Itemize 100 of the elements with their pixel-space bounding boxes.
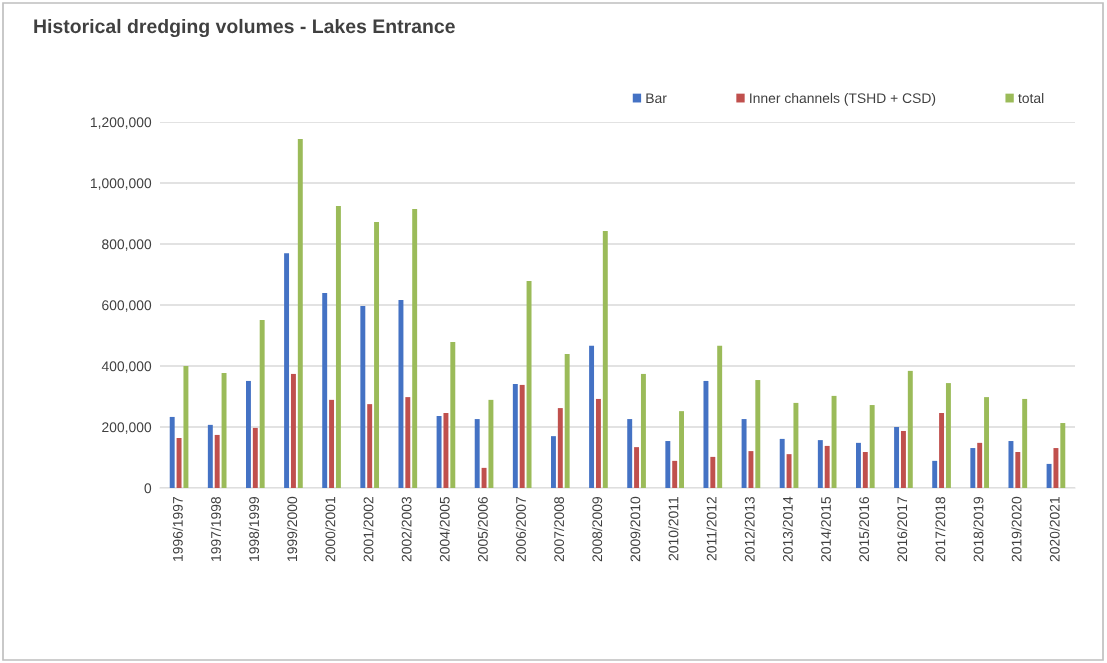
bar — [412, 208, 418, 488]
bar — [831, 395, 837, 488]
x-tick-label: 1996/1997 — [172, 497, 183, 561]
bar — [862, 452, 868, 488]
bar — [374, 222, 380, 488]
bar — [748, 451, 754, 488]
bar — [640, 373, 646, 488]
bar — [1008, 441, 1014, 488]
bar — [869, 405, 875, 488]
x-tick-label: 2015/2016 — [858, 496, 870, 562]
x-tick-label: 2012/2013 — [744, 496, 755, 562]
x-tick-label: 2004/2005 — [439, 496, 450, 562]
bar — [284, 253, 290, 488]
bar — [488, 399, 494, 488]
y-tick-label: 1,200,000 — [90, 117, 152, 129]
bar — [450, 341, 456, 488]
x-tick-label: 2002/2003 — [401, 496, 412, 562]
bar — [589, 345, 595, 488]
bar — [970, 448, 976, 488]
x-tick-label: 1998/1999 — [248, 496, 260, 561]
bar — [634, 447, 640, 488]
bar — [855, 442, 861, 488]
y-tick-label: 800,000 — [102, 239, 152, 251]
x-tick-label: 2001/2002 — [363, 497, 374, 562]
bar — [1015, 452, 1021, 488]
bar — [1022, 398, 1028, 488]
bar — [741, 419, 747, 488]
bar — [824, 445, 830, 488]
bar — [710, 456, 716, 488]
legend-label: Inner channels (TSHD + CSD) — [750, 92, 936, 106]
bar — [786, 454, 792, 488]
bar — [360, 305, 366, 488]
x-tick-label: 2007/2008 — [553, 496, 565, 562]
bar — [550, 436, 556, 488]
bar — [939, 412, 945, 488]
bar — [297, 139, 303, 488]
x-tick-label: 2006/2007 — [515, 497, 526, 562]
bar — [900, 430, 906, 488]
x-tick-label: 2005/2006 — [477, 496, 488, 562]
bar — [443, 412, 449, 488]
bar — [672, 460, 678, 488]
bar — [984, 397, 990, 488]
x-tick-label: 2018/2019 — [973, 496, 984, 562]
bar — [207, 424, 213, 488]
bar — [474, 419, 480, 488]
x-tick-label: 2017/2018 — [935, 496, 946, 562]
x-tick-label: 2011/2012 — [706, 497, 717, 561]
bar — [977, 442, 983, 488]
bar — [398, 300, 404, 488]
x-tick-label: 2008/2009 — [591, 496, 603, 562]
bar — [679, 411, 685, 488]
bar — [894, 427, 900, 488]
bar — [907, 370, 913, 488]
bar — [290, 373, 296, 488]
bar — [512, 384, 518, 488]
bar — [817, 440, 823, 488]
bar — [755, 380, 761, 488]
y-tick-label: 1,000,000 — [90, 178, 152, 190]
x-tick-label: 2010/2011 — [668, 497, 679, 561]
chart-title: Historical dredging volumes - Lakes Entrance — [34, 18, 455, 38]
bar — [602, 230, 608, 488]
x-tick-label: 2019/2020 — [1011, 496, 1022, 562]
legend-label: total — [1018, 92, 1044, 104]
bar — [665, 441, 671, 488]
y-tick-label: 0 — [144, 483, 152, 494]
bar — [932, 460, 938, 488]
x-tick-label: 1999/2000 — [286, 496, 298, 561]
x-tick-label: 2013/2014 — [782, 496, 793, 562]
bar — [793, 402, 799, 488]
x-tick-label: 2000/2001 — [325, 497, 336, 562]
bar — [627, 419, 633, 488]
bar — [519, 384, 525, 488]
bar — [1046, 463, 1052, 488]
bar — [1053, 448, 1059, 488]
bar — [1060, 423, 1066, 488]
bar — [703, 380, 709, 488]
bar — [183, 366, 189, 488]
bar — [436, 416, 442, 488]
bar — [564, 354, 570, 488]
bar — [526, 280, 532, 488]
x-tick-label: 2020/2021 — [1049, 497, 1060, 562]
bar — [322, 293, 328, 488]
bar — [252, 427, 258, 488]
bar — [176, 437, 182, 488]
y-tick-label: 600,000 — [102, 300, 152, 312]
bar — [717, 345, 723, 488]
bar — [367, 404, 373, 488]
y-tick-label: 400,000 — [101, 361, 152, 373]
bar — [221, 373, 227, 488]
bar — [945, 383, 951, 488]
bar — [245, 380, 251, 488]
x-tick-label: 1997/1998 — [210, 496, 221, 561]
bar — [214, 434, 220, 488]
bar — [481, 467, 487, 488]
x-tick-label: 2016/2017 — [896, 497, 908, 562]
y-tick-label: 200,000 — [102, 422, 152, 434]
bar — [259, 319, 265, 488]
bar — [405, 397, 411, 488]
bar — [329, 399, 335, 488]
bar — [779, 438, 785, 488]
